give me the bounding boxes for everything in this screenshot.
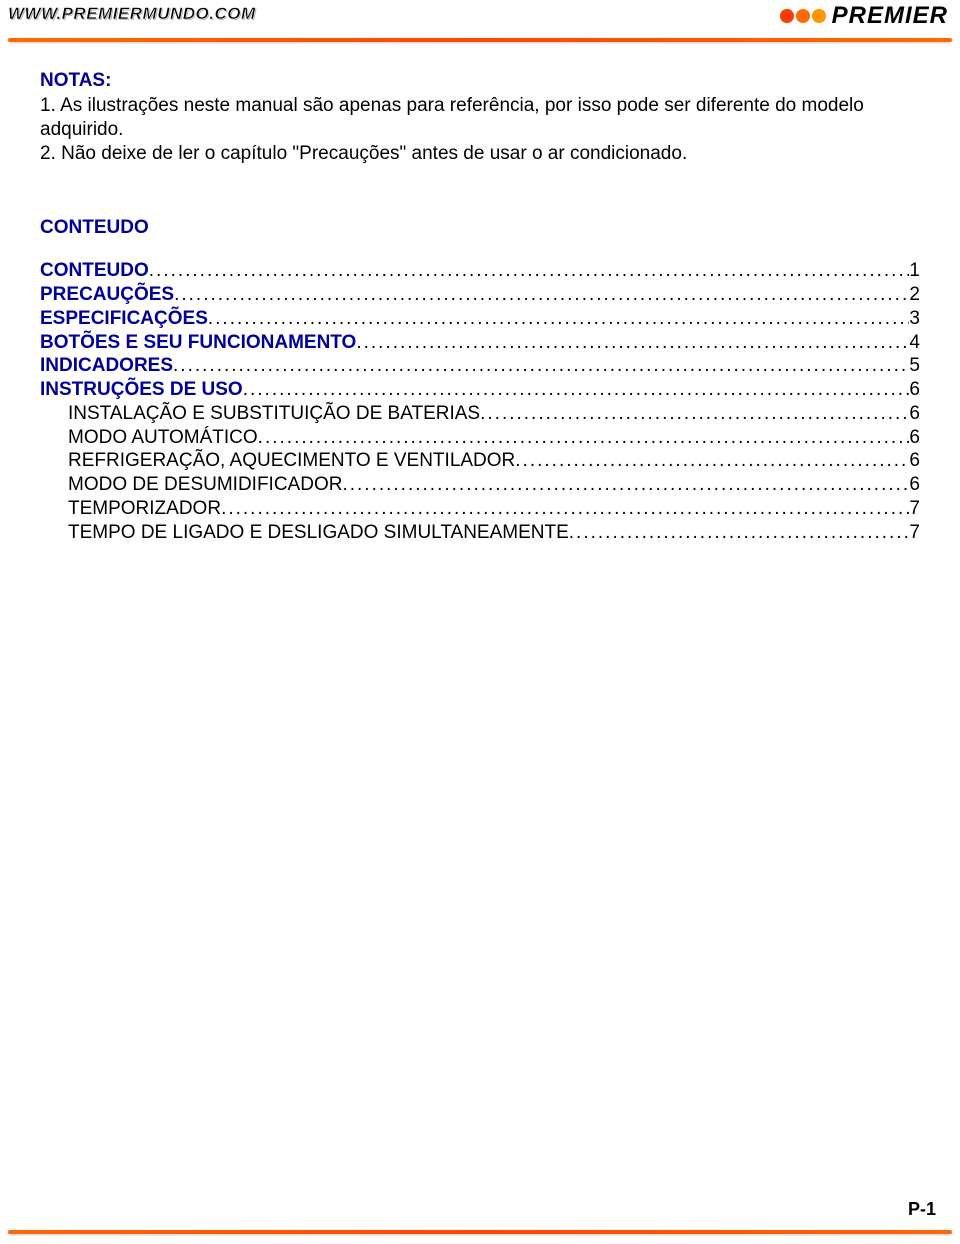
toc-row: MODO DE DESUMIDIFICADOR 6 bbox=[40, 473, 920, 497]
site-url-text: WWW.PREMIERMUNDO.COM bbox=[8, 4, 256, 23]
toc-label: BOTÕES E SEU FUNCIONAMENTO bbox=[40, 331, 356, 355]
toc-row: ESPECIFICAÇÕES 3 bbox=[40, 307, 920, 331]
page-content: NOTAS: 1. As ilustrações neste manual sã… bbox=[0, 42, 960, 544]
notas-line-1: 1. As ilustrações neste manual são apena… bbox=[40, 94, 920, 142]
toc-leader-dots bbox=[208, 307, 910, 331]
toc-page-number: 5 bbox=[909, 354, 920, 378]
page-number: P-1 bbox=[908, 1199, 936, 1220]
toc-row: INDICADORES 5 bbox=[40, 354, 920, 378]
toc-page-number: 7 bbox=[909, 521, 920, 545]
toc-leader-dots bbox=[480, 402, 909, 426]
toc-page-number: 6 bbox=[909, 473, 920, 497]
toc-page-number: 6 bbox=[909, 449, 920, 473]
toc-page-number: 4 bbox=[909, 331, 920, 355]
toc-page-number: 3 bbox=[909, 307, 920, 331]
toc-label: PRECAUÇÕES bbox=[40, 283, 174, 307]
toc-leader-dots bbox=[243, 378, 910, 402]
toc-leader-dots bbox=[258, 426, 910, 450]
toc-leader-dots bbox=[515, 449, 909, 473]
toc-leader-dots bbox=[173, 354, 909, 378]
toc-label: CONTEUDO bbox=[40, 259, 149, 283]
toc-row: INSTALAÇÃO E SUBSTITUIÇÃO DE BATERIAS 6 bbox=[40, 402, 920, 426]
logo-area: PREMIER bbox=[780, 2, 948, 30]
toc-page-number: 6 bbox=[909, 426, 920, 450]
toc-row: PRECAUÇÕES 2 bbox=[40, 283, 920, 307]
conteudo-heading: CONTEUDO bbox=[40, 217, 920, 239]
toc-leader-dots bbox=[149, 259, 910, 283]
toc-label: ESPECIFICAÇÕES bbox=[40, 307, 208, 331]
brand-name: PREMIER bbox=[832, 2, 948, 30]
page-footer: P-1 bbox=[0, 1230, 960, 1234]
page-header: WWW.PREMIERMUNDO.COM WWW.PREMIERMUNDO.CO… bbox=[0, 0, 960, 38]
toc-label: INSTALAÇÃO E SUBSTITUIÇÃO DE BATERIAS bbox=[68, 402, 480, 426]
toc-label: TEMPO DE LIGADO E DESLIGADO SIMULTANEAME… bbox=[68, 521, 569, 545]
toc-row: REFRIGERAÇÃO, AQUECIMENTO E VENTILADOR 6 bbox=[40, 449, 920, 473]
toc-row: INSTRUÇÕES DE USO 6 bbox=[40, 378, 920, 402]
toc-row: CONTEUDO 1 bbox=[40, 259, 920, 283]
toc-label: INDICADORES bbox=[40, 354, 173, 378]
toc-label: TEMPORIZADOR bbox=[68, 497, 221, 521]
toc-page-number: 7 bbox=[909, 497, 920, 521]
notas-heading: NOTAS: bbox=[40, 70, 920, 92]
logo-dot-icon bbox=[780, 9, 794, 23]
toc-leader-dots bbox=[174, 283, 909, 307]
toc-row: BOTÕES E SEU FUNCIONAMENTO 4 bbox=[40, 331, 920, 355]
toc-row: TEMPORIZADOR 7 bbox=[40, 497, 920, 521]
logo-dot-icon bbox=[796, 9, 810, 23]
toc-page-number: 6 bbox=[909, 378, 920, 402]
toc-label: MODO AUTOMÁTICO bbox=[68, 426, 258, 450]
toc-row: TEMPO DE LIGADO E DESLIGADO SIMULTANEAME… bbox=[40, 521, 920, 545]
toc-page-number: 2 bbox=[909, 283, 920, 307]
toc-row: MODO AUTOMÁTICO 6 bbox=[40, 426, 920, 450]
toc-page-number: 6 bbox=[909, 402, 920, 426]
toc-leader-dots bbox=[342, 473, 909, 497]
toc-label: MODO DE DESUMIDIFICADOR bbox=[68, 473, 342, 497]
toc-label: REFRIGERAÇÃO, AQUECIMENTO E VENTILADOR bbox=[68, 449, 515, 473]
toc-leader-dots bbox=[569, 521, 910, 545]
notas-line-2: 2. Não deixe de ler o capítulo "Precauçõ… bbox=[40, 142, 920, 166]
logo-dots bbox=[780, 9, 826, 23]
toc-leader-dots bbox=[221, 497, 909, 521]
toc-label: INSTRUÇÕES DE USO bbox=[40, 378, 243, 402]
footer-divider bbox=[8, 1230, 952, 1234]
table-of-contents: CONTEUDO1PRECAUÇÕES2ESPECIFICAÇÕES3BOTÕE… bbox=[40, 259, 920, 544]
site-url: WWW.PREMIERMUNDO.COM WWW.PREMIERMUNDO.CO… bbox=[8, 4, 256, 24]
toc-page-number: 1 bbox=[909, 259, 920, 283]
logo-dot-icon bbox=[812, 9, 826, 23]
toc-leader-dots bbox=[356, 331, 909, 355]
